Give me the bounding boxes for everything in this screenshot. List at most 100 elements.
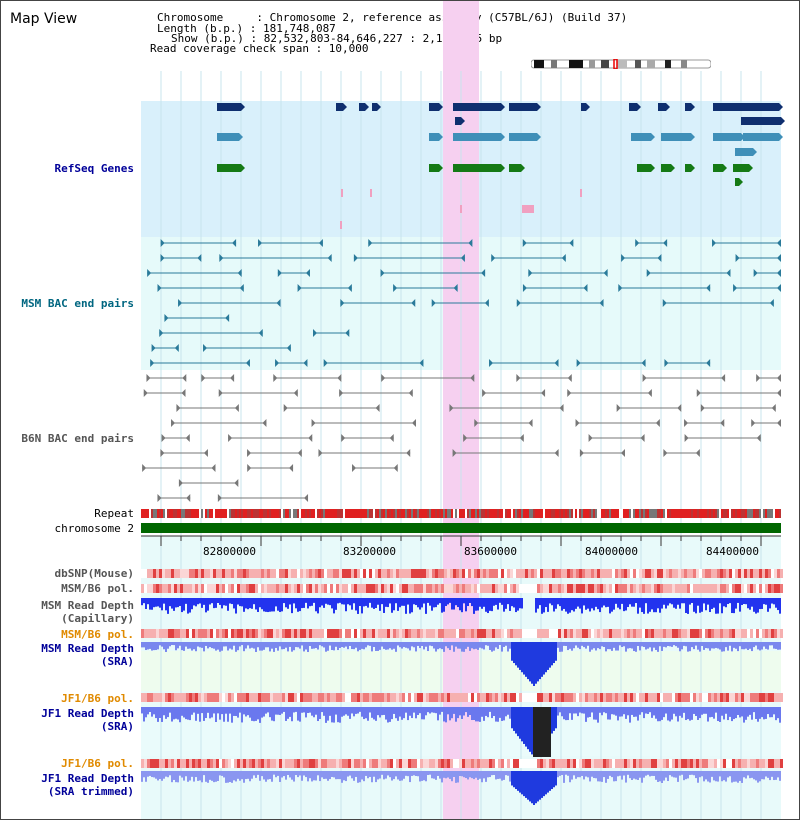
repeat-cell	[695, 509, 697, 518]
depth-bar	[387, 771, 389, 776]
depth-bar	[519, 642, 521, 670]
depth-bar	[435, 771, 437, 780]
depth-bar	[477, 707, 479, 722]
heat-cell	[294, 759, 297, 768]
depth-bar	[315, 771, 317, 781]
depth-bar	[717, 707, 719, 722]
depth-bar	[193, 771, 195, 782]
heat-cell	[744, 569, 747, 578]
repeat-cell	[291, 509, 293, 518]
heat-cell	[711, 693, 714, 702]
heat-cell	[474, 629, 477, 638]
depth-bar	[737, 598, 739, 603]
depth-bar	[293, 642, 295, 651]
heat-cell	[540, 584, 543, 593]
depth-bar	[597, 707, 599, 723]
depth-bar	[283, 642, 285, 650]
depth-bar	[471, 771, 473, 779]
depth-bar	[239, 642, 241, 647]
heat-cell	[612, 584, 615, 593]
depth-bar	[723, 707, 725, 720]
depth-bar	[617, 642, 619, 651]
depth-bar	[563, 771, 565, 783]
heat-cell	[471, 759, 474, 768]
heat-cell	[732, 584, 735, 593]
depth-bar	[265, 707, 267, 714]
depth-bar	[423, 771, 425, 781]
repeat-cell	[441, 509, 443, 518]
depth-bar	[301, 771, 303, 781]
depth-bar	[749, 771, 751, 779]
depth-bar	[271, 707, 273, 721]
heat-cell	[435, 693, 438, 702]
heat-cell	[537, 569, 540, 578]
depth-bar	[199, 771, 201, 781]
repeat-cell	[331, 509, 333, 518]
depth-bar	[681, 598, 683, 604]
heat-cell	[405, 693, 408, 702]
repeat-cell	[227, 509, 229, 518]
depth-bar	[337, 598, 339, 604]
depth-bar	[561, 707, 563, 717]
depth-bar	[587, 707, 589, 718]
heat-cell	[570, 629, 573, 638]
depth-bar	[625, 598, 627, 611]
heat-cell	[264, 629, 267, 638]
depth-bar	[291, 771, 293, 780]
heat-cell	[300, 569, 303, 578]
depth-bar	[493, 707, 495, 716]
heat-cell	[219, 693, 222, 702]
depth-bar	[777, 707, 779, 719]
heat-cell	[600, 569, 603, 578]
gene-mark	[455, 117, 461, 125]
heat-cell	[303, 693, 306, 702]
depth-bar	[347, 642, 349, 650]
heat-cell	[723, 569, 726, 578]
heat-cell	[465, 759, 468, 768]
depth-bar	[743, 642, 745, 650]
bac-end-mark	[337, 374, 342, 382]
heat-cell	[615, 693, 618, 702]
depth-bar	[453, 642, 455, 652]
heat-cell	[150, 693, 153, 702]
heat-cell	[600, 693, 603, 702]
depth-bar	[141, 642, 143, 648]
bac-end-mark	[411, 299, 416, 307]
bac-end-mark	[160, 254, 165, 262]
heat-cell	[417, 759, 420, 768]
depth-bar	[437, 642, 439, 650]
heat-cell	[582, 759, 585, 768]
heat-cell	[159, 629, 162, 638]
depth-bar	[397, 707, 399, 721]
repeat-cell	[487, 509, 489, 518]
depth-bar	[497, 642, 499, 649]
depth-bar	[629, 598, 631, 605]
depth-bar	[407, 771, 409, 777]
bac-end-mark	[347, 284, 352, 292]
depth-bar	[607, 598, 609, 607]
repeat-cell	[565, 509, 567, 518]
heat-cell	[747, 759, 750, 768]
heat-cell	[642, 693, 645, 702]
heat-cell	[333, 584, 336, 593]
repeat-cell	[367, 509, 369, 518]
depth-bar	[697, 707, 699, 720]
repeat-cell	[739, 509, 741, 518]
depth-bar	[233, 642, 235, 646]
heat-cell	[714, 569, 717, 578]
heat-cell	[471, 629, 474, 638]
heat-cell	[480, 629, 483, 638]
depth-bar	[173, 642, 175, 646]
gene-arrow	[779, 133, 783, 141]
repeat-cell	[527, 509, 529, 518]
depth-bar	[693, 771, 695, 776]
depth-bar	[459, 707, 461, 716]
depth-bar	[461, 598, 463, 613]
heat-cell	[432, 569, 435, 578]
heat-cell	[714, 629, 717, 638]
depth-bar	[145, 707, 147, 718]
depth-bar	[465, 771, 467, 779]
depth-bar	[467, 707, 469, 717]
heat-cell	[576, 759, 579, 768]
